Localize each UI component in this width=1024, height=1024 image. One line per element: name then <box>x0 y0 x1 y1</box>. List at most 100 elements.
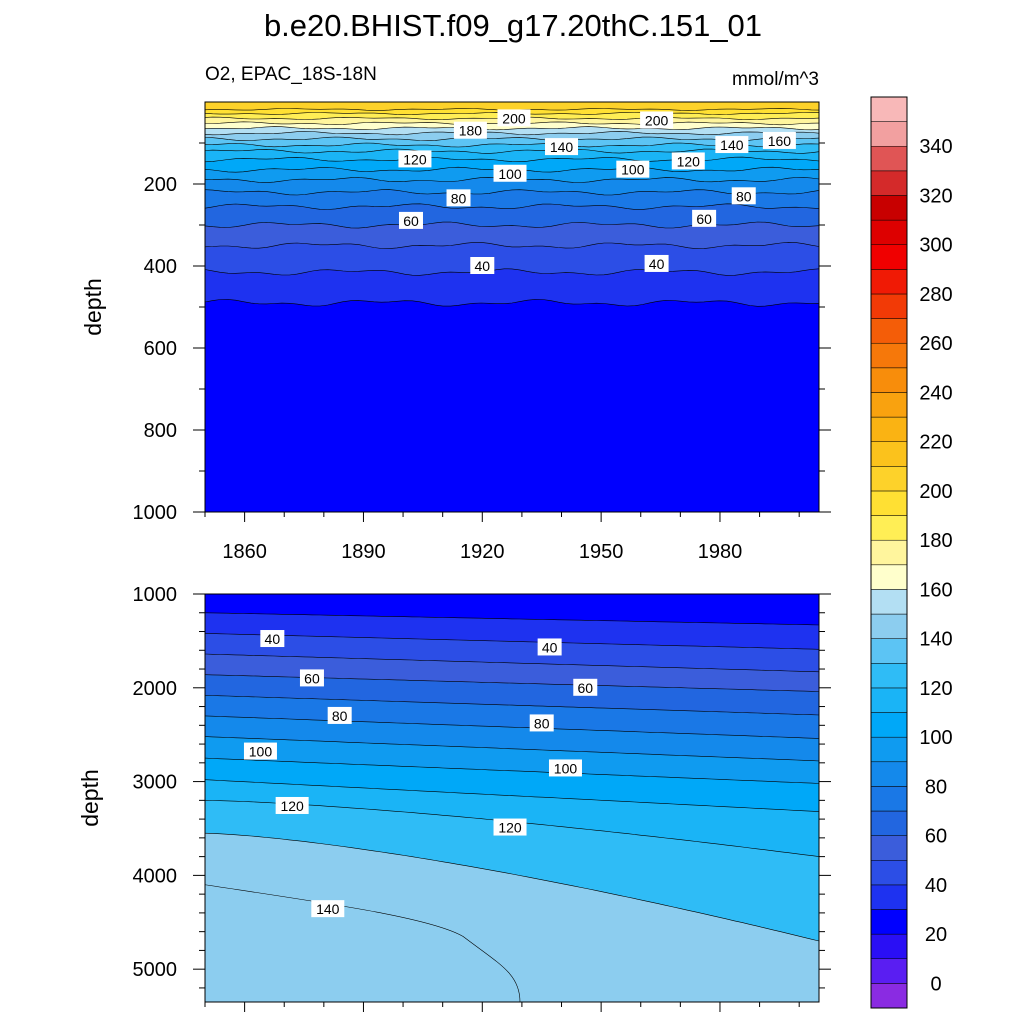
lower-contour-line-50 <box>204 653 820 673</box>
lower-contour-label-text: 80 <box>332 708 348 724</box>
colorbar-swatch <box>870 219 908 245</box>
upper-contour-label-text: 60 <box>403 213 419 229</box>
lower-contour-label-bg <box>537 638 562 656</box>
lower-contour-label-text: 100 <box>249 744 273 760</box>
lower-contour-label-text: 80 <box>534 715 550 731</box>
lower-contour-line-110 <box>204 779 820 812</box>
upper-x-tick-label: 1860 <box>222 541 267 563</box>
lower-y-tick-label: 4000 <box>133 865 178 887</box>
colorbar-tick-label: 280 <box>919 284 952 306</box>
lower-contour-label-text: 140 <box>316 901 340 917</box>
upper-contour-label-text: 160 <box>768 133 792 149</box>
colorbar-swatch <box>870 367 908 393</box>
colorbar-swatch <box>870 318 908 344</box>
colorbar-swatch <box>870 96 908 122</box>
upper-x-tick-label: 1950 <box>579 541 624 563</box>
upper-contour-label-bg <box>493 164 527 182</box>
colorbar-border <box>870 96 908 1009</box>
upper-contour-label-text: 80 <box>451 190 467 206</box>
colorbar-swatch <box>870 589 908 615</box>
colorbar-tick-label: 60 <box>925 826 947 848</box>
upper-panel: O2, EPAC_18S-18N mmol/m^3 depth 200 200 18… <box>80 64 831 563</box>
colorbar-swatch <box>870 564 908 590</box>
colorbar-tick-label: 320 <box>919 185 952 207</box>
colorbar-swatch <box>870 293 908 319</box>
upper-y-tick-label: 600 <box>144 338 177 360</box>
colorbar-swatch <box>870 687 908 713</box>
upper-contour-label-text: 40 <box>649 256 665 272</box>
upper-y-tick-label: 800 <box>144 420 177 442</box>
upper-contour-label: 60 <box>398 211 423 229</box>
colorbar-swatch <box>870 416 908 442</box>
upper-units-label: mmol/m^3 <box>732 69 819 90</box>
colorbar-swatch <box>870 392 908 418</box>
colorbar-swatch <box>870 121 908 147</box>
lower-plot-border <box>204 593 820 1003</box>
upper-contour-label-bg <box>446 189 471 207</box>
lower-contour-label-bg <box>260 630 285 648</box>
upper-contour-label-text: 100 <box>621 162 645 178</box>
upper-y-tick-label: 200 <box>144 174 177 196</box>
upper-contour-label-bg <box>453 121 487 139</box>
upper-contour-label-text: 200 <box>645 112 669 128</box>
upper-contour-label-bg <box>692 209 717 227</box>
upper-contour-label-text: 80 <box>736 188 752 204</box>
upper-y-axis-title: depth <box>80 278 106 336</box>
lower-contour-label-bg <box>493 818 527 836</box>
upper-contour-label-bg <box>762 131 796 149</box>
lower-contour-label: 140 <box>311 900 345 918</box>
lower-contour-label: 120 <box>493 818 527 836</box>
lower-contour-label-text: 120 <box>280 798 304 814</box>
lower-contour-label: 40 <box>537 638 562 656</box>
colorbar-tick-label: 200 <box>919 481 952 503</box>
colorbar-swatch <box>870 884 908 910</box>
lower-y-tick-label: 2000 <box>133 678 178 700</box>
upper-contour-line-50 <box>204 241 820 250</box>
lower-ticks: 1000 2000 3000 4000 5000 <box>133 584 831 1012</box>
upper-contour-label: 120 <box>671 152 705 170</box>
upper-contour-label: 40 <box>470 257 495 274</box>
lower-contour-label-text: 40 <box>265 631 281 647</box>
upper-contour-label: 160 <box>762 131 796 149</box>
colorbar-swatch <box>870 638 908 664</box>
upper-contour-label: 100 <box>616 160 650 178</box>
lower-y-tick-label: 5000 <box>133 959 178 981</box>
lower-contour-label-bg <box>243 742 277 760</box>
upper-contour-line-60 <box>204 221 820 229</box>
upper-contour-label-bg <box>671 152 705 170</box>
upper-y-tick-label: 400 <box>144 256 177 278</box>
upper-contour-label-bg <box>715 136 749 154</box>
lower-contour-label: 60 <box>299 669 324 687</box>
upper-contour-line-80 <box>204 189 820 196</box>
lower-plot-area: 40 40 60 60 80 80 100 100 120 120 140 <box>204 593 820 1003</box>
colorbar-swatch <box>870 933 908 960</box>
colorbar-swatch <box>870 761 908 787</box>
upper-x-tick-label: 1890 <box>341 541 386 563</box>
colorbar-tick-label: 160 <box>919 579 952 601</box>
colorbar-tick-label: 300 <box>919 235 952 257</box>
lower-contour-label-bg <box>275 796 309 814</box>
colorbar-swatch <box>870 983 908 1009</box>
lower-contour-label-bg <box>529 714 554 732</box>
upper-contour-label-bg <box>644 254 669 272</box>
lower-contour-line-90 <box>204 736 820 762</box>
colorbar-swatch <box>870 145 908 172</box>
colorbar-swatch <box>870 244 908 270</box>
upper-contour-label-text: 40 <box>475 258 491 274</box>
upper-left-label: O2, EPAC_18S-18N <box>205 64 377 85</box>
upper-contour-label: 140 <box>545 138 579 156</box>
lower-contour-label-bg <box>327 706 352 724</box>
lower-contour-label-text: 60 <box>577 680 593 696</box>
upper-contour-label-bg <box>497 109 531 127</box>
figure-title: b.e20.BHIST.f09_g17.20thC.151_01 <box>264 8 762 43</box>
upper-contour-label-text: 120 <box>677 153 701 169</box>
upper-contour-label-bg <box>640 111 674 129</box>
upper-contour-label-bg <box>545 138 579 156</box>
lower-contour-label-text: 60 <box>304 670 320 686</box>
lower-y-tick-label: 1000 <box>133 584 178 606</box>
lower-contour-label-bg <box>573 678 598 696</box>
colorbar-swatch <box>870 712 908 738</box>
upper-contour-label-text: 140 <box>550 139 574 155</box>
colorbar-swatch <box>870 663 908 689</box>
